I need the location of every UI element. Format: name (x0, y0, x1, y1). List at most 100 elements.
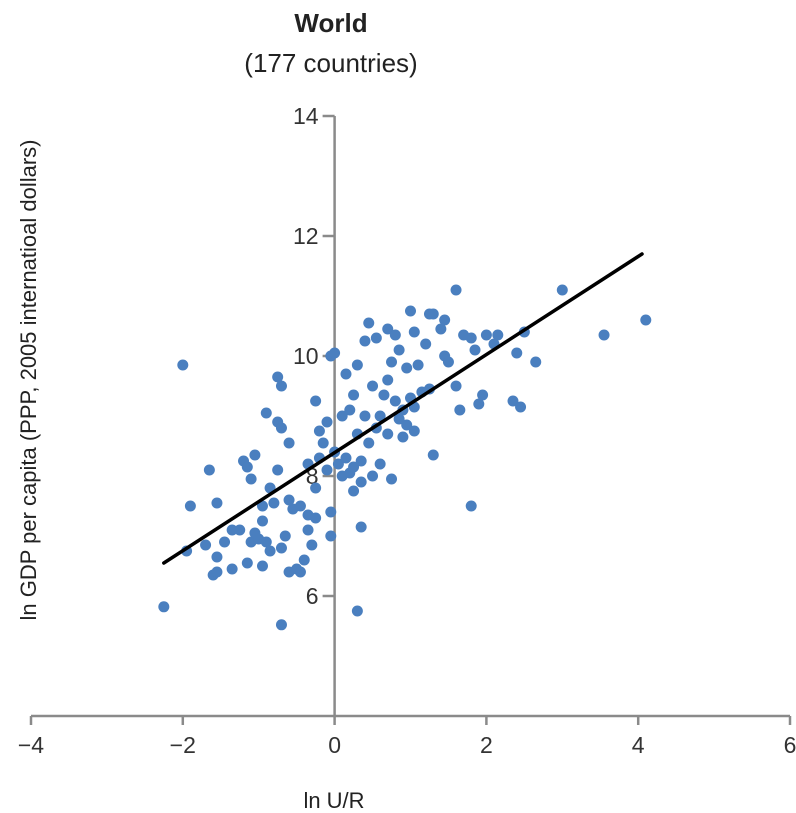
data-points (158, 284, 652, 631)
data-point (203, 464, 215, 476)
data-point (507, 395, 519, 407)
chart-subtitle: (177 countries) (244, 48, 417, 78)
data-point (427, 308, 439, 320)
data-point (473, 398, 485, 410)
data-point (530, 356, 542, 368)
data-point (294, 500, 306, 512)
data-point (279, 530, 291, 542)
data-point (275, 542, 287, 554)
data-point (401, 362, 413, 374)
x-axis-title: ln U/R (303, 788, 364, 813)
data-point (310, 512, 322, 524)
data-point (355, 521, 367, 533)
data-point (374, 458, 386, 470)
x-tick-label: −2 (170, 732, 196, 758)
data-point (200, 539, 212, 551)
data-point (340, 452, 352, 464)
data-point (355, 476, 367, 488)
data-point (283, 494, 295, 506)
data-point (439, 314, 451, 326)
data-point (275, 380, 287, 392)
y-tick-label: 12 (293, 223, 319, 249)
data-point (275, 422, 287, 434)
data-point (386, 473, 398, 485)
y-tick-label: 10 (293, 343, 319, 369)
data-point (359, 335, 371, 347)
data-point (177, 359, 189, 371)
data-point (355, 455, 367, 467)
data-point (336, 410, 348, 422)
data-point (211, 566, 223, 578)
y-tick-label: 14 (293, 103, 319, 129)
data-point (245, 473, 257, 485)
data-point (264, 545, 276, 557)
data-point (275, 619, 287, 631)
data-point (211, 497, 223, 509)
data-point (268, 497, 280, 509)
data-point (344, 404, 356, 416)
data-point (408, 326, 420, 338)
data-point (401, 419, 413, 431)
data-point (408, 425, 420, 437)
data-point (348, 485, 360, 497)
trend-line-group (162, 252, 644, 565)
data-point (359, 410, 371, 422)
data-point (260, 407, 272, 419)
data-point (640, 314, 652, 326)
data-point (351, 359, 363, 371)
data-point (249, 449, 261, 461)
data-point (317, 437, 329, 449)
data-point (454, 404, 466, 416)
x-tick-label: 4 (632, 732, 645, 758)
data-point (367, 470, 379, 482)
data-point (370, 332, 382, 344)
data-point (511, 347, 523, 359)
data-point (492, 329, 504, 341)
data-point (260, 536, 272, 548)
data-point (272, 464, 284, 476)
data-point (313, 425, 325, 437)
data-point (386, 356, 398, 368)
data-point (465, 500, 477, 512)
data-point (450, 380, 462, 392)
data-point (367, 380, 379, 392)
data-point (450, 284, 462, 296)
data-point (378, 389, 390, 401)
data-point (427, 449, 439, 461)
trend-line (162, 252, 644, 565)
data-point (393, 413, 405, 425)
data-point (348, 461, 360, 473)
data-point (351, 605, 363, 617)
y-tick-label: 6 (306, 583, 319, 609)
data-point (226, 524, 238, 536)
x-tick-label: 0 (328, 732, 341, 758)
data-point (234, 524, 246, 536)
data-point (515, 401, 527, 413)
data-point (226, 563, 238, 575)
data-point (184, 500, 196, 512)
data-point (382, 374, 394, 386)
data-point (435, 323, 447, 335)
data-point (241, 557, 253, 569)
data-point (256, 560, 268, 572)
data-point (306, 539, 318, 551)
data-point (598, 329, 610, 341)
chart-title: World (294, 8, 367, 38)
data-point (310, 395, 322, 407)
data-point (477, 389, 489, 401)
data-point (325, 506, 337, 518)
data-point (480, 329, 492, 341)
data-point (412, 359, 424, 371)
data-point (420, 338, 432, 350)
data-point (405, 305, 416, 317)
x-tick-label: 6 (784, 732, 796, 758)
data-point (272, 371, 284, 383)
data-point (310, 482, 322, 494)
data-point (332, 458, 344, 470)
data-point (442, 356, 454, 368)
data-point (325, 530, 337, 542)
data-point (382, 428, 394, 440)
data-point (465, 332, 477, 344)
